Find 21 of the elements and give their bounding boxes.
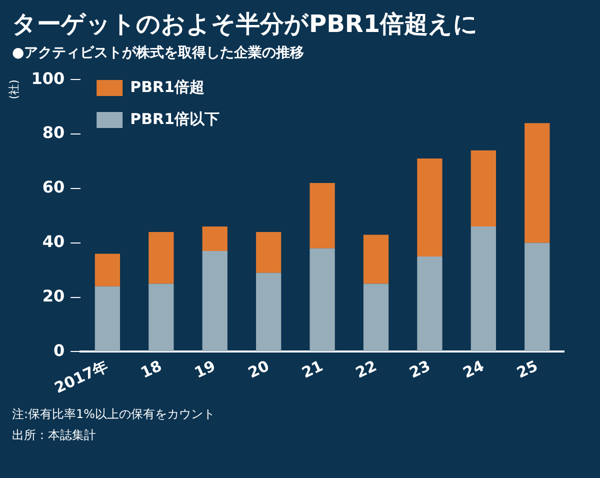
y-tick-label: 20 bbox=[42, 286, 65, 306]
y-tick-label: 60 bbox=[42, 178, 65, 197]
x-tick-label: 19 bbox=[192, 356, 218, 382]
y-tick-label: 40 bbox=[42, 232, 65, 252]
y-axis-title: (社) bbox=[7, 80, 20, 100]
chart-subtitle: ●アクティビストが株式を取得した企業の推移 bbox=[11, 44, 306, 63]
text: 注:保有比率1%以上の保有をカウント bbox=[11, 406, 216, 423]
x-tick-label: 24 bbox=[460, 356, 487, 382]
x-tick-label: 21 bbox=[299, 356, 326, 382]
legend-label: PBR1倍超 bbox=[130, 78, 205, 96]
y-tick-label: 100 bbox=[31, 68, 65, 88]
x-tick-label: 22 bbox=[352, 356, 380, 382]
x-tick-label: 18 bbox=[138, 356, 164, 382]
x-tick-label: 23 bbox=[406, 356, 434, 382]
x-tick-label: 20 bbox=[245, 356, 272, 382]
y-tick-label: 80 bbox=[42, 123, 65, 142]
text: 出所：本誌集計 bbox=[11, 427, 97, 444]
legend-label: PBR1倍以下 bbox=[130, 110, 220, 128]
y-tick-label: 0 bbox=[53, 340, 65, 360]
chart-title: ターゲットのおよそ半分がPBR1倍超えに bbox=[11, 9, 480, 40]
x-tick-label: 25 bbox=[514, 356, 540, 382]
